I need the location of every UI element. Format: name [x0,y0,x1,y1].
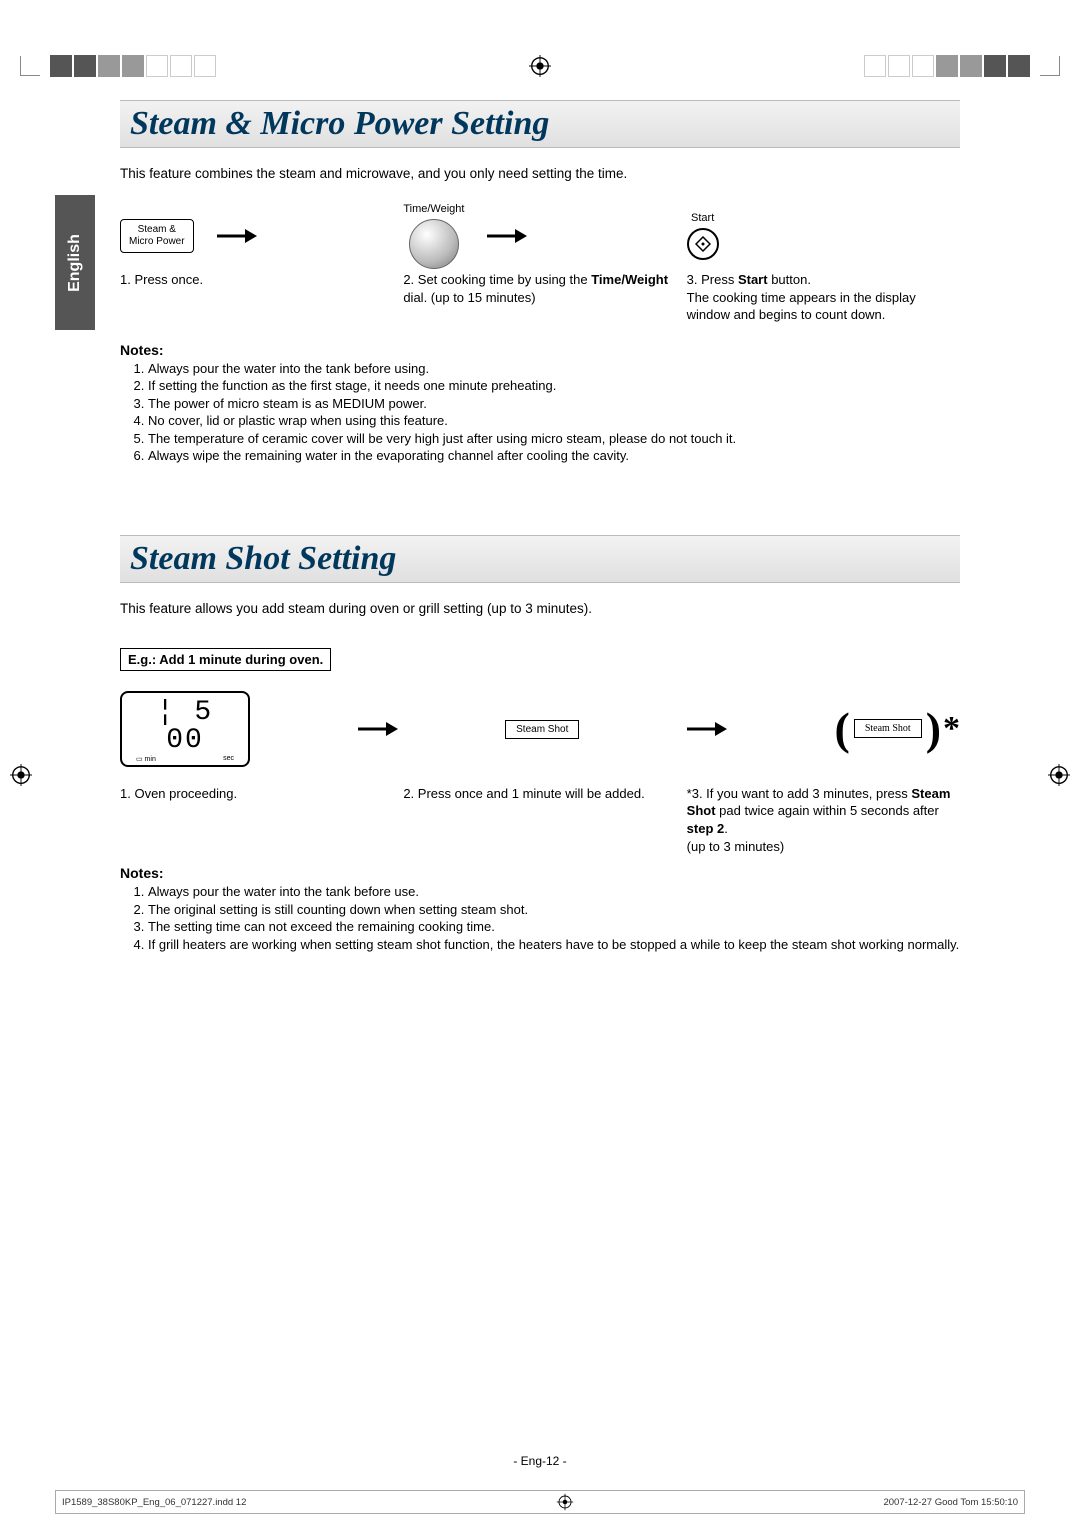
paren-right-icon: ) [926,706,941,752]
crop-sq [912,55,934,77]
paren-left-icon: ( [835,706,850,752]
step2-text: 2. Set cooking time by using the Time/We… [403,271,676,306]
section1-steps: Steam & Micro Power 1. Press once. Time/… [120,201,960,324]
crop-sq [960,55,982,77]
section2-intro: This feature allows you add steam during… [120,601,960,616]
section2-step3-text: *3. If you want to add 3 minutes, press … [687,785,960,855]
note-item: Always pour the water into the tank befo… [148,360,960,378]
section2-notes-list: Always pour the water into the tank befo… [148,883,960,953]
crop-line [20,56,40,76]
crop-sq [146,55,168,77]
crop-sq [194,55,216,77]
crop-sq [170,55,192,77]
oven-display: ¦ 5 00 ▭ min sec [120,691,250,767]
registration-mark-icon [556,1493,574,1511]
steam-shot-button: Steam Shot [854,719,922,738]
start-icon [687,228,719,260]
crop-sq [122,55,144,77]
time-weight-dial: Time/Weight [403,203,464,269]
registration-mark-icon [529,55,551,77]
arrow-right-icon [260,721,495,737]
crop-sq [888,55,910,77]
crop-sq [984,55,1006,77]
display-value: ¦ 5 00 [132,699,238,755]
display-min-label: ▭ min [136,755,156,763]
note-item: No cover, lid or plastic wrap when using… [148,412,960,430]
note-item: Always wipe the remaining water in the e… [148,447,960,465]
example-label: E.g.: Add 1 minute during oven. [120,648,331,671]
section2-step2-text: 2. Press once and 1 minute will be added… [403,785,676,803]
language-label: English [66,234,84,292]
footer-left: IP1589_38S80KP_Eng_06_071227.indd 12 [62,1497,246,1508]
steam-shot-button: Steam Shot [505,720,579,739]
crop-sq [1008,55,1030,77]
crop-sq [864,55,886,77]
note-item: The original setting is still counting d… [148,901,960,919]
section2-title: Steam Shot Setting [130,540,950,578]
crop-sq [936,55,958,77]
crop-marks-top [20,55,1060,77]
arrow-right-icon [589,721,824,737]
crop-bar-right [864,55,1060,77]
page-number: - Eng-12 - [0,1454,1080,1468]
crop-bar-left [20,55,216,77]
crop-sq [98,55,120,77]
section1-title: Steam & Micro Power Setting [130,105,950,143]
crop-sq [50,55,72,77]
steam-micro-power-button: Steam & Micro Power [120,219,194,253]
note-item: The setting time can not exceed the rema… [148,918,960,936]
step1-text: 1. Press once. [120,271,393,289]
registration-mark-icon [10,764,32,786]
note-item: The power of micro steam is as MEDIUM po… [148,395,960,413]
crop-line [1040,56,1060,76]
start-button: Start [687,212,719,260]
section2-step1-text: 1. Oven proceeding. [120,785,393,803]
dial-icon [409,219,459,269]
note-item: Always pour the water into the tank befo… [148,883,960,901]
section1-intro: This feature combines the steam and micr… [120,166,960,181]
note-item: The temperature of ceramic cover will be… [148,430,960,448]
start-label: Start [687,212,719,224]
section-title-bar: Steam & Micro Power Setting [120,100,960,148]
language-tab: English [55,195,95,330]
arrow-right-icon [212,228,262,244]
section-title-bar: Steam Shot Setting [120,535,960,583]
section1-notes-title: Notes: [120,342,960,358]
footer-right: 2007-12-27 Good Tom 15:50:10 [883,1497,1018,1508]
note-item: If grill heaters are working when settin… [148,936,960,954]
note-item: If setting the function as the first sta… [148,377,960,395]
dial-label: Time/Weight [403,203,464,215]
section2-icons: ¦ 5 00 ▭ min sec Steam Shot [120,691,960,767]
section2-step-texts: 1. Oven proceeding. 2. Press once and 1 … [120,785,960,855]
asterisk-icon: * [943,710,960,748]
registration-mark-icon [1048,764,1070,786]
section1-notes-list: Always pour the water into the tank befo… [148,360,960,465]
section2-notes-title: Notes: [120,865,960,881]
crop-sq [74,55,96,77]
display-sec-label: sec [223,755,234,763]
step3-text: 3. Press Start button. The cooking time … [687,271,960,324]
optional-step-group: ( Steam Shot ) * [835,706,961,752]
arrow-right-icon [482,228,532,244]
footer-bar: IP1589_38S80KP_Eng_06_071227.indd 12 200… [55,1490,1025,1514]
